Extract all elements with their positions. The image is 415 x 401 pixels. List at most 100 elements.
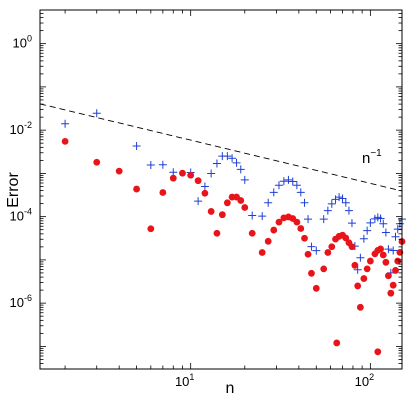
series-1-point — [92, 109, 101, 118]
series-2-point — [179, 169, 186, 177]
series-1-point — [288, 177, 297, 186]
series-2-point — [147, 225, 155, 233]
series-3-point — [374, 348, 382, 356]
series-3 — [333, 339, 382, 356]
series-1-point — [341, 198, 350, 207]
series-1-point — [323, 206, 332, 215]
series-2-point — [207, 208, 215, 215]
series-1-point — [379, 219, 388, 228]
series-1-point — [327, 199, 336, 208]
series-2-point — [382, 258, 390, 266]
series-1-point — [304, 215, 313, 224]
series-2-point — [241, 204, 249, 211]
series-1-point — [344, 206, 353, 215]
series-2-point — [218, 211, 226, 219]
series-2-point — [264, 237, 272, 245]
series-1-point — [319, 215, 328, 224]
series-2-point — [304, 250, 312, 258]
y-tick-label: 10-4 — [10, 207, 32, 224]
series-2-point — [213, 229, 221, 237]
series-1-point — [200, 182, 209, 191]
series-2-point — [392, 267, 399, 274]
x-tick-label: 101 — [175, 372, 194, 389]
series-1-point — [384, 245, 393, 254]
series-1-point — [248, 211, 257, 220]
series-1-point — [335, 193, 344, 202]
series-1-point — [300, 198, 309, 207]
series-2-point — [366, 257, 374, 265]
series-2-point — [308, 269, 315, 277]
series-1-point — [338, 194, 347, 203]
series-1-point — [269, 188, 278, 197]
series-2-point — [394, 257, 402, 265]
series-2-point — [223, 199, 231, 207]
series-1-point — [284, 175, 293, 184]
series-2-point — [389, 281, 397, 289]
series-1-point — [212, 159, 221, 168]
series-1-point — [292, 181, 301, 190]
x-tick-label: 102 — [355, 372, 374, 389]
reference-line-label: n−1 — [362, 148, 382, 167]
series-2-point — [354, 282, 362, 290]
x-axis-label: n — [226, 380, 235, 397]
series-2-point — [194, 177, 202, 185]
series-2-point — [258, 249, 266, 256]
series-1-point — [331, 195, 340, 204]
reference-line — [39, 103, 403, 192]
series-1-point — [232, 158, 241, 167]
series-2-point — [293, 218, 301, 226]
series-1-point — [363, 226, 372, 235]
series-2-point — [93, 158, 101, 166]
series-2-point — [133, 185, 140, 193]
series-2-point — [187, 171, 195, 179]
series-1-point — [366, 218, 375, 227]
series-2-point — [312, 284, 320, 292]
series-1-point — [389, 246, 398, 255]
series-2-point — [387, 289, 395, 297]
series-2-point — [237, 197, 245, 204]
series-1-point — [347, 219, 356, 228]
series-1-point — [258, 212, 267, 221]
series-2-point — [301, 234, 308, 242]
series-2-point — [248, 229, 256, 237]
series-2-point — [328, 243, 336, 251]
series-2-point — [270, 226, 278, 234]
series-2-point — [384, 272, 392, 280]
series-1-point — [312, 246, 321, 255]
series-2-point — [169, 174, 177, 182]
series-2-point — [351, 261, 359, 269]
series-2-point — [360, 275, 368, 282]
y-tick-label: 10-6 — [10, 293, 32, 310]
series-1-point — [132, 142, 141, 151]
series-3-point — [333, 339, 341, 347]
series-2-point — [363, 265, 371, 273]
series-2-point — [61, 137, 69, 145]
series-1 — [61, 109, 406, 277]
series-1-point — [146, 161, 155, 170]
reference-label-exp: −1 — [370, 148, 382, 159]
series-1-point — [158, 160, 167, 169]
series-2-point — [348, 243, 356, 251]
series-2-point — [275, 218, 283, 226]
series-1-point — [391, 232, 400, 241]
plot-frame — [39, 9, 403, 370]
series-1-point — [240, 175, 249, 184]
series-1-point — [223, 152, 232, 161]
series-2-point — [201, 189, 209, 197]
series-1-point — [264, 198, 273, 207]
series-2-point — [320, 265, 328, 273]
series-2-point — [297, 225, 305, 232]
series-1-point — [381, 228, 390, 237]
series-1-point — [228, 154, 237, 163]
series-2-point — [324, 249, 332, 256]
series-1-point — [274, 181, 283, 190]
series-1-point — [236, 165, 245, 174]
series-1-point — [356, 253, 365, 262]
series-2-point — [115, 167, 123, 175]
series-1-point — [279, 177, 288, 186]
series-1-point — [359, 234, 368, 243]
y-tick-label: 100 — [13, 34, 32, 51]
series-2-point — [377, 245, 384, 253]
series-1-point — [194, 197, 203, 206]
